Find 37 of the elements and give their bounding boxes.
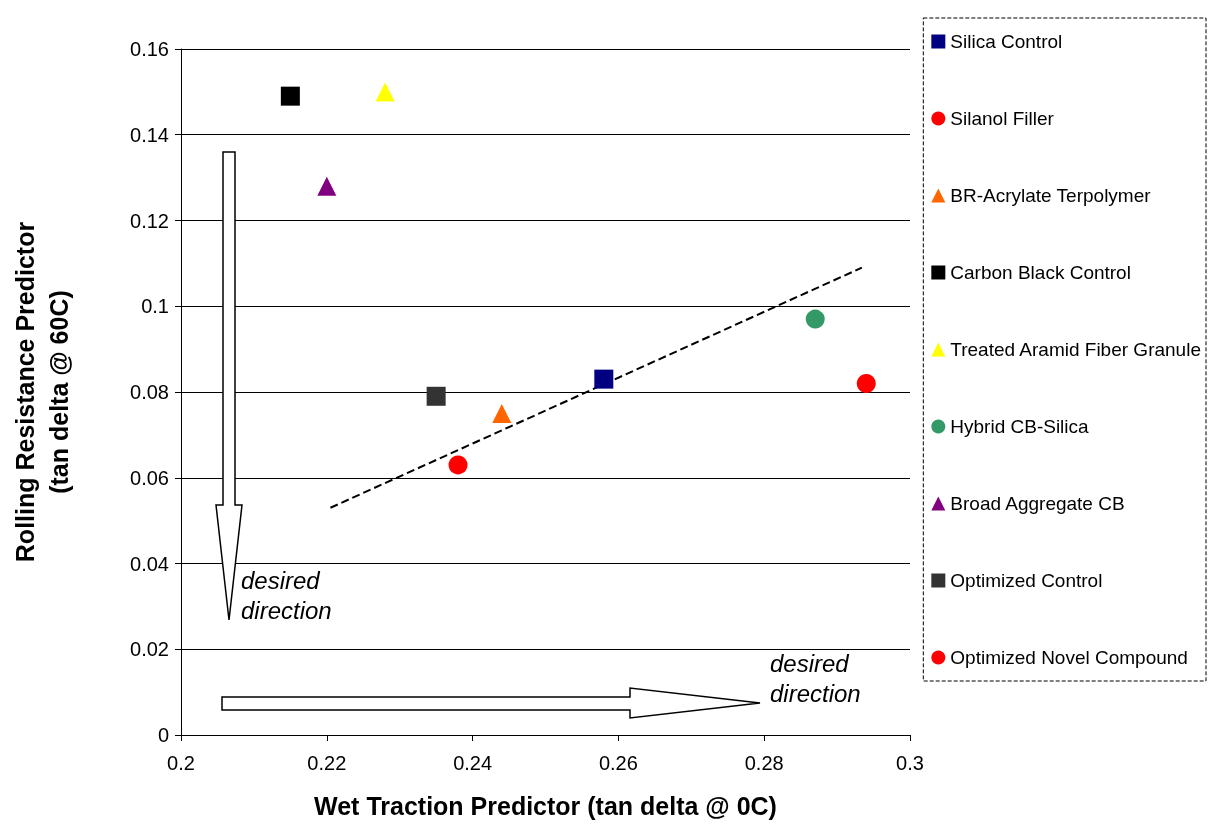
y-tick-label: 0 [157, 724, 169, 746]
x-tick-label: 0.22 [307, 752, 347, 774]
legend-label: Silanol Filler [950, 108, 1055, 129]
point [856, 373, 876, 393]
legend-label: Carbon Black Control [950, 262, 1131, 283]
legend-label: Broad Aggregate CB [950, 493, 1125, 514]
x-tick-label: 0.24 [453, 752, 493, 774]
point [280, 86, 300, 106]
y-tick-label: 0.1 [141, 295, 169, 318]
x-axis-title: Wet Traction Predictor (tan delta @ 0C) [314, 791, 777, 820]
x-tick-label: 0.28 [744, 752, 784, 774]
point [594, 369, 614, 389]
x-tick-label: 0.2 [167, 752, 195, 774]
legend-label: Hybrid CB-Silica [950, 416, 1090, 437]
annotation: desired direction [241, 566, 333, 626]
y-tick-label: 0.02 [130, 638, 169, 661]
legend-label: Optimized Novel Compound [950, 647, 1188, 668]
y-tick-label: 0.04 [130, 552, 169, 575]
y-tick-label: 0.08 [130, 381, 169, 403]
legend-label: Treated Aramid Fiber Granule [950, 339, 1201, 360]
y-tick-label: 0.06 [130, 466, 169, 489]
point [805, 309, 825, 329]
point [426, 386, 446, 406]
y-tick-label: 0.16 [130, 38, 169, 60]
point [375, 82, 395, 102]
x-tick-label: 0.26 [598, 752, 638, 774]
legend-label: Optimized Control [950, 570, 1103, 591]
y-tick-label: 0.14 [130, 123, 169, 146]
y-tick-label: 0.12 [130, 209, 169, 232]
x-tick-label: 0.3 [896, 752, 924, 774]
legend-label: BR-Acrylate Terpolymer [950, 185, 1152, 206]
point [317, 176, 337, 196]
legend-label: Silica Control [950, 31, 1063, 52]
y-axis-title: Rolling Resistance Predictor (tan delta @ 60C) [11, 221, 73, 563]
annotation: desired direction [770, 649, 862, 709]
point [448, 455, 468, 475]
point [492, 403, 512, 423]
